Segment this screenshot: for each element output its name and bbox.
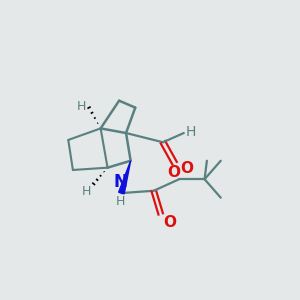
Text: H: H xyxy=(77,100,86,113)
Text: O: O xyxy=(167,165,180,180)
Text: N: N xyxy=(113,173,127,191)
Text: O: O xyxy=(180,161,193,176)
Text: H: H xyxy=(186,125,196,139)
Text: H: H xyxy=(116,195,125,208)
Polygon shape xyxy=(118,161,131,194)
Text: H: H xyxy=(82,185,92,198)
Text: O: O xyxy=(163,215,176,230)
